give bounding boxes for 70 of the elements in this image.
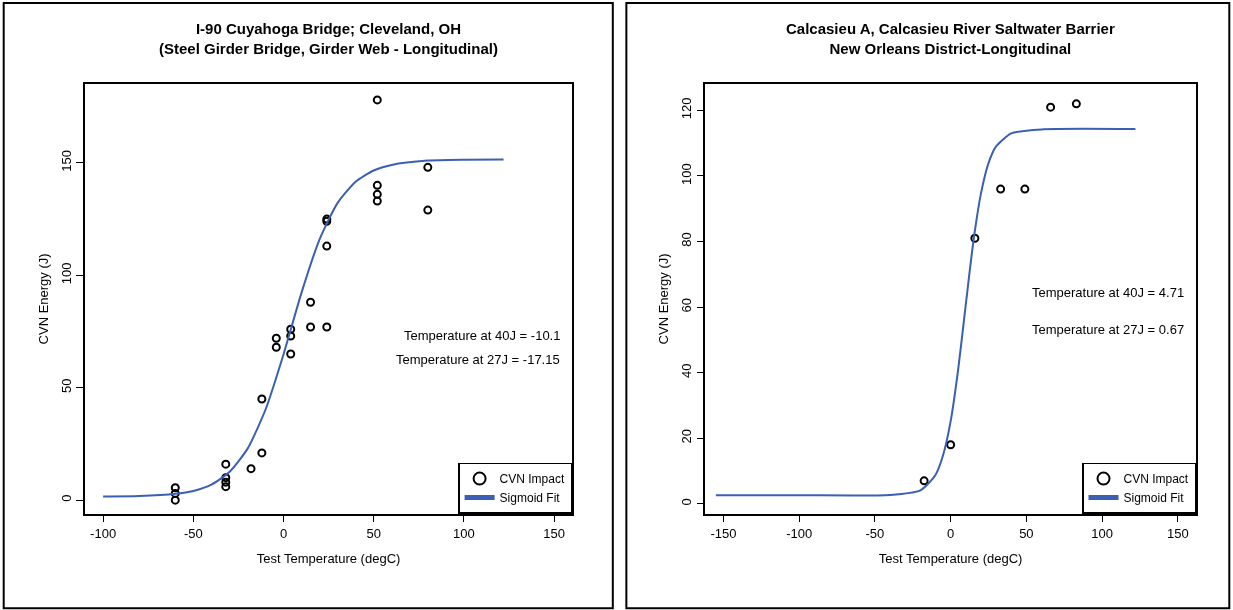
point xyxy=(286,349,296,359)
point xyxy=(372,95,382,105)
annotation: Temperature at 40J = 4.71 xyxy=(1032,285,1185,300)
point xyxy=(306,297,316,307)
point xyxy=(286,324,296,334)
y-tick-label: 80 xyxy=(679,232,695,247)
legend-label: Sigmoid Fit xyxy=(1123,491,1185,506)
point xyxy=(221,459,231,469)
x-tick-label: -100 xyxy=(786,525,813,541)
point xyxy=(423,205,433,215)
y-tick-label: 100 xyxy=(679,163,695,185)
point xyxy=(372,196,382,206)
y-axis-title: CVN Energy (J) xyxy=(35,253,51,345)
annotation: Temperature at 27J = 0.67 xyxy=(1032,322,1185,337)
x-axis-title: Test Temperature (degC) xyxy=(256,551,401,567)
y-tick-label: 120 xyxy=(679,97,695,120)
y-tick-label: 60 xyxy=(679,297,695,313)
x-tick-label: 150 xyxy=(1166,525,1189,541)
point xyxy=(946,440,956,450)
x-tick-label: 50 xyxy=(366,525,381,541)
point xyxy=(221,482,231,492)
point xyxy=(970,233,980,243)
x-tick-label: 50 xyxy=(1019,525,1034,541)
annotation: Temperature at 40J = -10.1 xyxy=(404,328,561,343)
y-tick-label: 150 xyxy=(59,150,75,172)
point xyxy=(423,162,433,172)
point xyxy=(322,241,332,251)
point xyxy=(246,464,256,474)
x-tick-label: -100 xyxy=(90,525,117,541)
point xyxy=(257,394,267,404)
point xyxy=(257,448,267,458)
point xyxy=(372,180,382,190)
x-tick-label: -150 xyxy=(710,525,737,541)
y-tick-label: 40 xyxy=(679,363,695,378)
point xyxy=(221,477,231,487)
x-tick-label: 0 xyxy=(279,525,288,541)
point xyxy=(996,184,1006,194)
x-tick-label: 0 xyxy=(947,525,955,541)
x-axis-title: Test Temperature (degC) xyxy=(878,551,1023,567)
point xyxy=(170,483,180,493)
point xyxy=(322,322,332,332)
legend-label: Sigmoid Fit xyxy=(499,491,561,506)
point xyxy=(1020,184,1030,194)
legend-label: CVN Impact xyxy=(1123,472,1189,487)
y-tick-label: 0 xyxy=(679,498,695,506)
legend-label: CVN Impact xyxy=(499,472,565,487)
point xyxy=(221,473,231,483)
chart-title: I-90 Cuyahoga Bridge; Cleveland, OH (Steel Girder Bridge, Girder Web - Longitudinal) xyxy=(159,20,498,57)
point xyxy=(170,495,180,505)
point xyxy=(919,476,929,486)
y-axis-title: CVN Energy (J) xyxy=(655,253,671,345)
y-tick-label: 20 xyxy=(679,429,695,444)
y-tick-label: 100 xyxy=(59,262,75,285)
point xyxy=(1046,102,1056,112)
point xyxy=(271,342,281,352)
x-tick-label: 100 xyxy=(1091,525,1113,541)
x-tick-label: 150 xyxy=(543,525,565,541)
y-tick-label: 0 xyxy=(59,494,75,502)
chart-title: Calcasieu A, Calcasieu River Saltwater Barrier New Orleans District-Longitudinal xyxy=(786,20,1115,57)
point xyxy=(286,331,296,341)
annotation: Temperature at 27J = -17.15 xyxy=(396,352,560,367)
point xyxy=(1071,99,1081,109)
x-tick-label: -50 xyxy=(865,525,885,541)
point xyxy=(271,333,281,343)
y-tick-label: 50 xyxy=(59,378,75,393)
point xyxy=(170,488,180,498)
point xyxy=(372,189,382,199)
x-tick-label: 100 xyxy=(453,525,475,541)
point xyxy=(306,322,316,332)
x-tick-label: -50 xyxy=(183,525,203,541)
